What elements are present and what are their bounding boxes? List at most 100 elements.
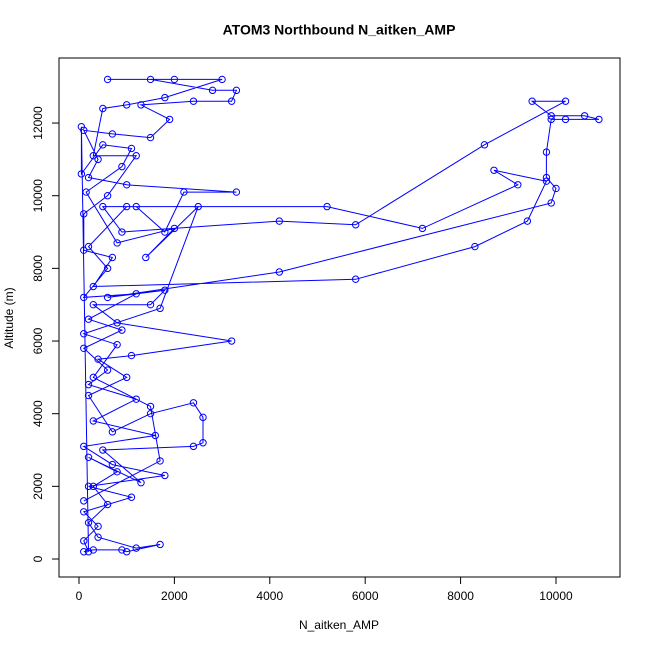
data-point bbox=[94, 522, 102, 531]
data-point bbox=[94, 533, 102, 541]
data-point bbox=[547, 115, 555, 124]
data-point bbox=[170, 224, 179, 233]
data-point bbox=[80, 442, 88, 451]
data-point bbox=[84, 242, 93, 251]
data-point bbox=[89, 282, 97, 291]
data-point bbox=[99, 104, 107, 113]
data-point bbox=[146, 133, 155, 142]
y-tick-label: 8000 bbox=[31, 255, 45, 282]
data-point bbox=[542, 173, 551, 182]
data-point bbox=[132, 202, 140, 211]
data-point bbox=[122, 181, 131, 189]
data-point bbox=[113, 340, 121, 349]
x-tick-label: 2000 bbox=[161, 589, 188, 603]
data-point bbox=[523, 217, 532, 225]
x-tick-label: 4000 bbox=[256, 589, 283, 603]
data-point bbox=[89, 300, 97, 309]
data-point bbox=[542, 148, 551, 156]
data-point bbox=[542, 177, 551, 185]
data-point bbox=[161, 286, 169, 294]
data-point bbox=[103, 264, 112, 273]
data-point bbox=[189, 97, 198, 105]
data-point bbox=[80, 344, 88, 352]
data-point bbox=[580, 112, 589, 120]
data-point bbox=[146, 300, 155, 309]
data-point bbox=[127, 351, 136, 360]
data-point bbox=[514, 181, 522, 189]
data-point bbox=[77, 122, 86, 131]
y-tick-label: 2000 bbox=[31, 473, 45, 500]
data-point bbox=[480, 141, 489, 149]
y-tick-label: 6000 bbox=[31, 327, 45, 354]
data-point bbox=[80, 330, 88, 338]
plot-frame bbox=[58, 57, 621, 578]
data-point bbox=[132, 152, 140, 160]
data-point bbox=[80, 537, 88, 545]
data-point bbox=[132, 395, 140, 403]
x-axis-label: N_aitken_AMP bbox=[299, 618, 379, 632]
x-tick-label: 8000 bbox=[447, 589, 474, 603]
data-point bbox=[122, 548, 131, 556]
data-point bbox=[561, 97, 570, 105]
x-tick-label: 10000 bbox=[539, 589, 573, 603]
data-point bbox=[232, 188, 241, 196]
data-point bbox=[127, 493, 136, 501]
data-point bbox=[471, 242, 479, 251]
data-point bbox=[275, 217, 284, 225]
data-point bbox=[99, 202, 107, 211]
data-point bbox=[161, 471, 169, 480]
data-point bbox=[161, 93, 169, 102]
data-point bbox=[170, 75, 179, 84]
data-point bbox=[156, 540, 164, 549]
y-tick-label: 0 bbox=[31, 555, 45, 562]
data-point bbox=[84, 518, 93, 527]
data-point bbox=[142, 253, 150, 262]
data-point bbox=[351, 275, 360, 283]
data-point bbox=[103, 191, 112, 200]
y-tick-label: 10000 bbox=[31, 179, 45, 213]
data-point bbox=[137, 479, 145, 487]
y-axis-label: Altitude (m) bbox=[2, 287, 16, 348]
data-point bbox=[156, 304, 164, 313]
data-point bbox=[161, 228, 169, 236]
data-point bbox=[84, 391, 93, 400]
data-point bbox=[351, 221, 360, 229]
data-point bbox=[547, 199, 555, 207]
data-point bbox=[108, 253, 117, 262]
data-point bbox=[199, 413, 207, 422]
x-tick-label: 0 bbox=[76, 589, 83, 603]
data-point bbox=[227, 337, 236, 345]
data-point bbox=[189, 442, 198, 451]
data-point bbox=[108, 130, 117, 138]
data-point bbox=[80, 246, 88, 254]
data-point bbox=[146, 409, 155, 418]
data-point bbox=[151, 431, 160, 440]
data-point bbox=[490, 166, 498, 174]
data-point bbox=[103, 500, 112, 509]
data-point bbox=[103, 366, 112, 374]
data-point bbox=[194, 202, 202, 211]
y-tick-label: 12000 bbox=[31, 106, 45, 140]
data-point bbox=[89, 373, 97, 382]
data-point bbox=[80, 293, 88, 302]
data-point bbox=[77, 170, 86, 178]
data-point bbox=[99, 446, 107, 454]
data-point bbox=[80, 548, 88, 556]
data-point bbox=[80, 508, 88, 516]
data-point bbox=[547, 112, 555, 120]
data-point bbox=[89, 546, 97, 554]
data-point bbox=[89, 482, 97, 491]
data-point bbox=[84, 173, 93, 182]
data-point bbox=[418, 224, 427, 233]
data-point bbox=[108, 428, 117, 436]
data-point bbox=[103, 75, 112, 84]
data-point bbox=[122, 373, 131, 382]
chart-title: ATOM3 Northbound N_aitken_AMP bbox=[223, 22, 456, 38]
data-point bbox=[552, 184, 560, 193]
data-point bbox=[561, 115, 570, 124]
data-point bbox=[137, 101, 145, 109]
data-point bbox=[180, 188, 188, 196]
data-point bbox=[84, 548, 93, 556]
data-line bbox=[80, 78, 600, 553]
